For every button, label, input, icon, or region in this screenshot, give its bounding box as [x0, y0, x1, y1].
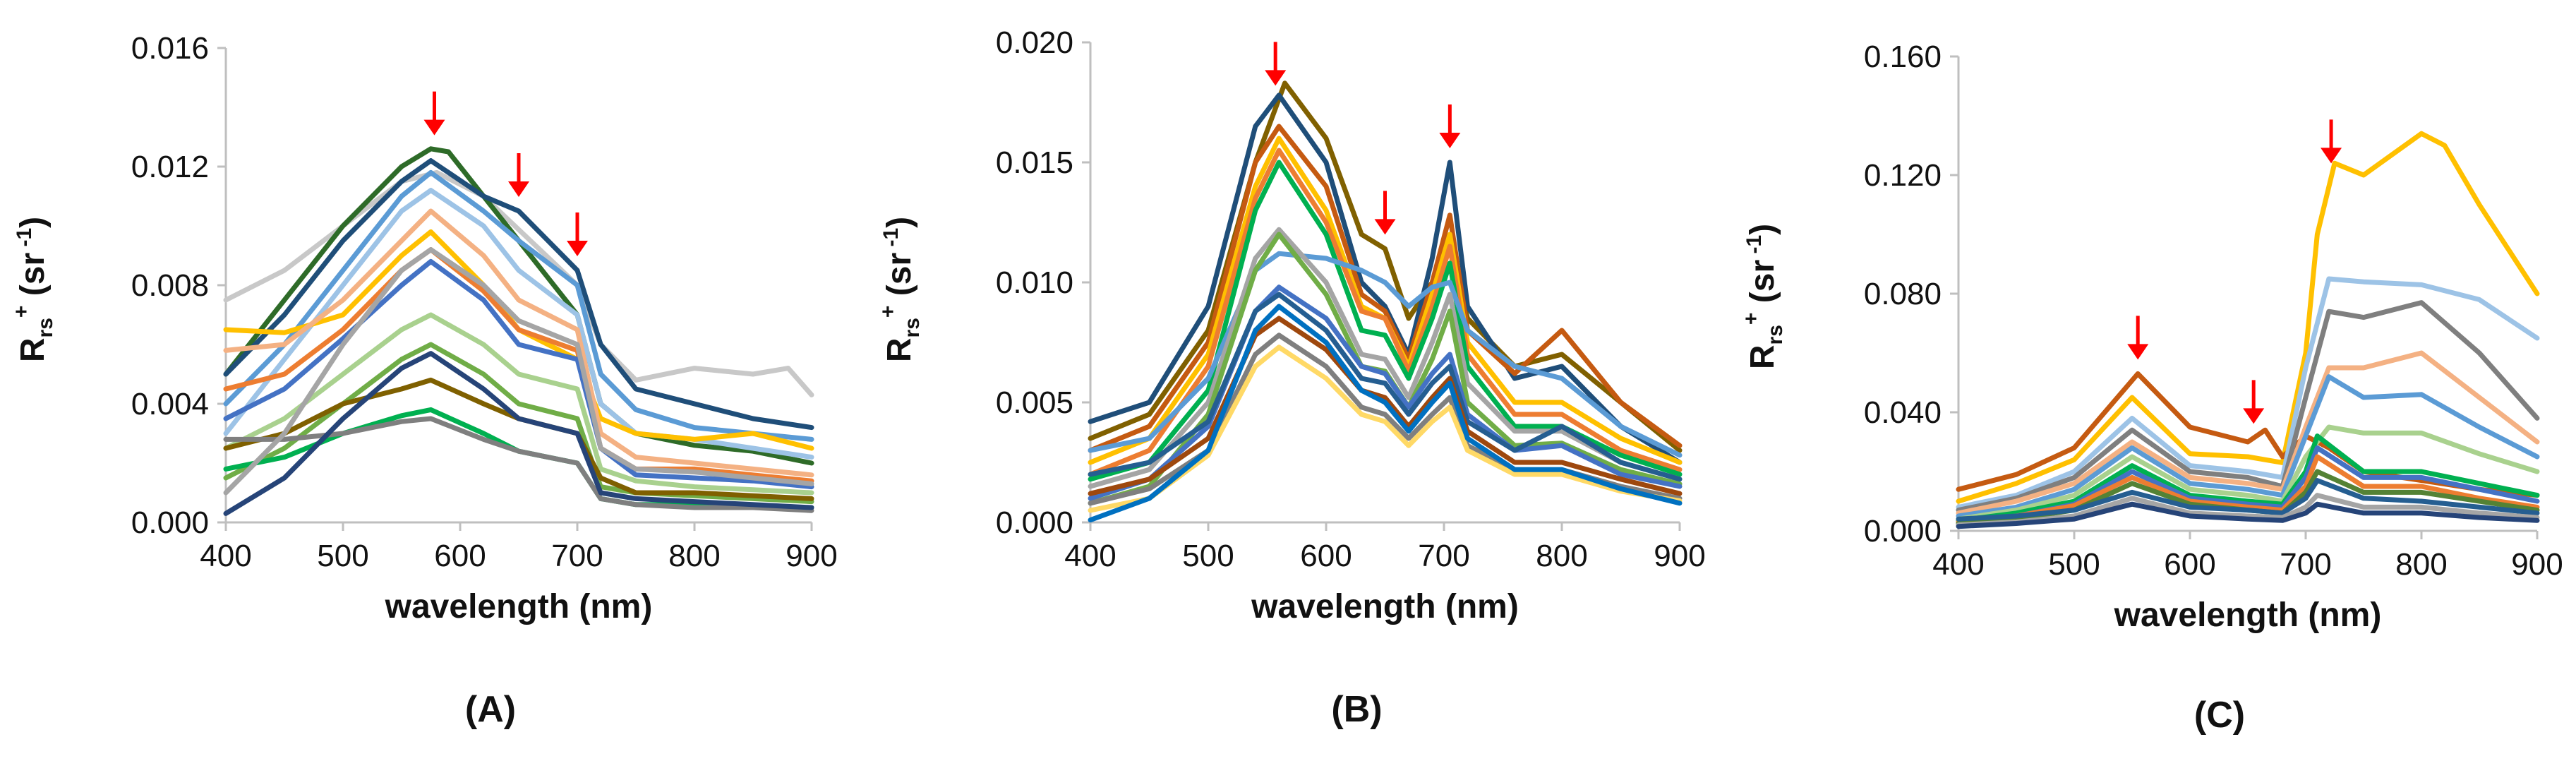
x-tick-label: 900: [2511, 547, 2563, 582]
x-tick-label: 900: [1654, 539, 1705, 573]
x-tick-label: 800: [668, 539, 720, 573]
red-arrow-marker: [1374, 191, 1396, 235]
series-line-s4: [223, 169, 814, 442]
x-tick-label: 500: [2048, 547, 2100, 582]
x-tick-label: 700: [551, 539, 603, 573]
red-arrow-marker: [1265, 42, 1287, 86]
x-tick-label: 500: [1182, 539, 1234, 573]
y-tick-label: 0.016: [131, 31, 209, 66]
x-tick-label: 600: [434, 539, 486, 573]
red-arrow-marker: [423, 91, 445, 136]
x-tick-label: 700: [2280, 547, 2331, 582]
series-line-s3: [223, 158, 814, 431]
y-tick-label: 0.080: [1864, 277, 1942, 311]
red-arrow-marker: [1439, 104, 1461, 148]
y-axis-title: Rrs+ (sr -1): [10, 217, 57, 362]
series-line-s16: [223, 247, 814, 496]
series-line-s13: [1956, 493, 2540, 528]
y-tick-label: 0.160: [1864, 40, 1942, 74]
series-line-s1: [1956, 131, 2540, 504]
series-line-s7: [223, 208, 814, 478]
y-axis-title: Rrs+ (sr -1): [877, 217, 924, 362]
y-tick-label: 0.020: [996, 25, 1073, 60]
series-line-s6: [1956, 374, 2540, 519]
x-axis-title: wavelength (nm): [2114, 597, 2382, 634]
panel-label-c: (C): [2194, 695, 2245, 736]
y-tick-label: 0.040: [1864, 395, 1942, 430]
series-line-s3: [1088, 124, 1683, 453]
y-tick-label: 0.004: [131, 387, 209, 421]
series-line-s10: [223, 312, 814, 496]
red-arrow-marker: [2127, 316, 2149, 360]
x-axis-title: wavelength (nm): [385, 588, 653, 625]
chart-panel-c: 0.000 0.040 0.080 0.120 0.160 400 500 600 700 800…: [1740, 40, 2563, 736]
y-tick-label: 0.012: [131, 150, 209, 184]
series-line-s15: [1088, 304, 1683, 523]
chart-panel-b: 0.000 0.005 0.010 0.015 0.020 400 500 600 700 800…: [877, 25, 1706, 730]
y-tick-label: 0.005: [996, 385, 1073, 420]
x-tick-label: 600: [2164, 547, 2215, 582]
y-tick-label: 0.000: [996, 505, 1073, 540]
y-tick-label: 0.120: [1864, 158, 1942, 193]
y-tick-label: 0.000: [131, 505, 209, 540]
panel-label-b: (B): [1331, 689, 1382, 730]
series-line-s9: [223, 258, 814, 490]
x-tick-label: 400: [1932, 547, 1984, 582]
series-line-s8: [1088, 227, 1683, 489]
chart-panel-a: 0.000 0.004 0.008 0.012 0.016 400 500 600 700 800…: [10, 31, 838, 730]
series-line-s12: [1956, 478, 2540, 522]
x-tick-label: 400: [200, 539, 251, 573]
series-line-s15: [223, 351, 814, 516]
red-arrow-marker: [2243, 380, 2265, 424]
red-arrow-marker: [2321, 119, 2342, 164]
panel-label-a: (A): [465, 689, 516, 730]
x-tick-label: 800: [2395, 547, 2447, 582]
series-line-s5: [1088, 148, 1683, 477]
red-arrow-marker: [508, 153, 529, 197]
series-line-s14: [223, 416, 814, 513]
x-tick-label: 500: [317, 539, 368, 573]
series-line-s11: [1088, 292, 1683, 482]
series-line-s14: [1956, 501, 2540, 529]
y-axis-title: Rrs+ (sr -1): [1740, 224, 1787, 369]
x-axis-title: wavelength (nm): [1251, 588, 1519, 625]
series-line-s14: [1088, 344, 1683, 513]
x-tick-label: 400: [1064, 539, 1116, 573]
y-tick-label: 0.008: [131, 268, 209, 303]
series-line-s6: [1088, 160, 1683, 482]
y-tick-label: 0.010: [996, 265, 1073, 300]
x-tick-label: 700: [1418, 539, 1469, 573]
series-line-s2: [223, 146, 814, 466]
y-tick-label: 0.000: [1864, 514, 1942, 549]
y-tick-label: 0.015: [996, 145, 1073, 180]
red-arrow-marker: [567, 212, 588, 256]
x-tick-label: 900: [786, 539, 837, 573]
series-line-s8: [223, 247, 814, 484]
x-tick-label: 600: [1300, 539, 1352, 573]
x-tick-label: 800: [1536, 539, 1587, 573]
